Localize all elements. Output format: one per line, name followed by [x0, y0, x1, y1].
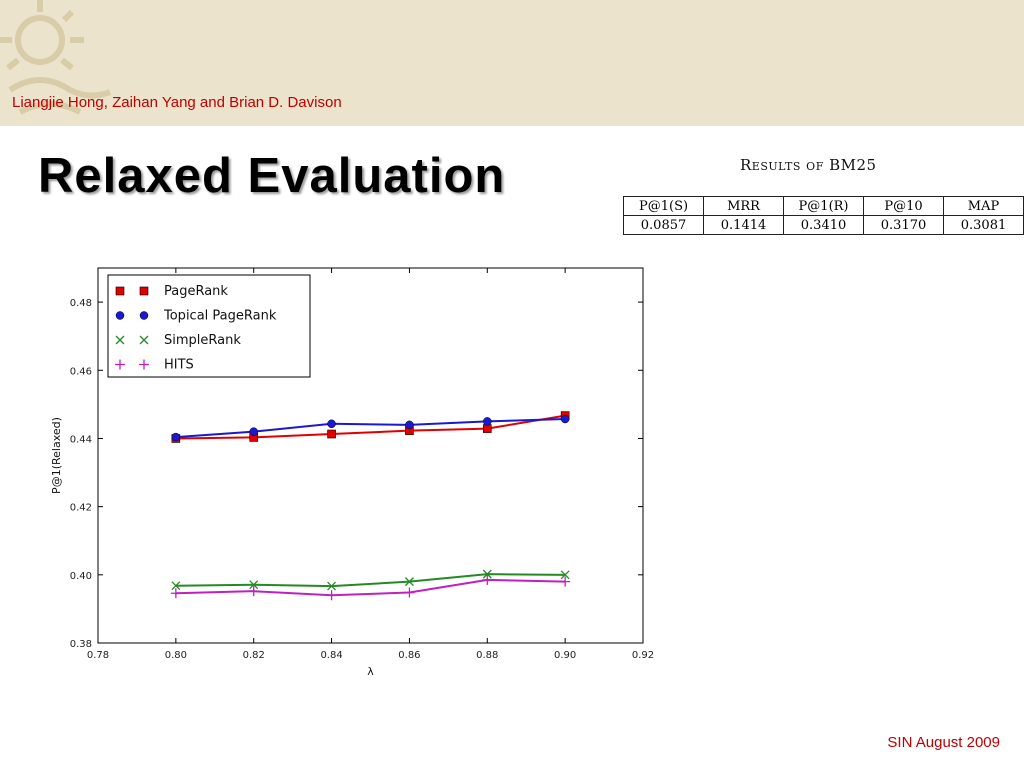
y-axis-label: P@1(Relaxed) — [50, 417, 63, 494]
data-point — [249, 580, 259, 590]
table-cell: 0.0857 — [622, 215, 705, 235]
series-line — [175, 578, 566, 597]
table-header-cell: MAP — [943, 196, 1024, 216]
line-chart: 0.78 0.80 0.82 0.84 0.86 0.88 0.90 0.92 0.38 0.40… — [50, 267, 654, 678]
slide-title: Relaxed Evaluation — [38, 149, 506, 203]
x-tick-label: 0.92 — [632, 650, 654, 661]
data-point — [249, 427, 258, 436]
data-point — [171, 432, 181, 442]
legend-marker — [139, 286, 149, 296]
series-topical-pagerank — [171, 414, 570, 442]
y-tick-label: 0.38 — [70, 639, 92, 650]
series-line — [175, 414, 566, 440]
table-header-row: P@1(S) MRR P@1(R) P@10 MAP — [622, 196, 1024, 216]
data-point — [327, 581, 337, 591]
data-point — [327, 429, 336, 439]
series-simplerank — [171, 569, 570, 591]
legend-item: SimpleRank — [115, 333, 241, 348]
legend-item: Topical PageRank — [115, 309, 277, 324]
x-tick-label: 0.78 — [87, 650, 109, 661]
legend-item: PageRank — [115, 284, 228, 299]
y-tick-label: 0.42 — [70, 503, 92, 514]
series-line — [175, 573, 566, 588]
legend: PageRank Topical PageRank SimpleRank HITS — [107, 274, 311, 378]
legend-marker — [115, 311, 125, 320]
data-point — [327, 419, 336, 429]
x-tick-label: 0.84 — [320, 650, 342, 661]
table-header-cell: MRR — [703, 196, 784, 216]
series-line — [175, 418, 566, 439]
data-point — [170, 588, 181, 599]
legend-marker — [139, 311, 149, 320]
x-tick-label: 0.88 — [476, 650, 498, 661]
table-cell: 0.3170 — [863, 215, 944, 235]
data-point — [404, 577, 414, 587]
legend-marker — [115, 359, 125, 370]
header-band — [0, 0, 1024, 126]
data-point — [560, 414, 570, 424]
legend-label: SimpleRank — [164, 333, 241, 348]
legend-label: PageRank — [164, 284, 228, 299]
data-point — [405, 420, 414, 430]
table-caption: Results of BM25 — [740, 156, 877, 174]
x-axis-label: λ — [367, 665, 374, 678]
table-cell: 0.3410 — [782, 215, 865, 235]
legend-marker — [139, 359, 149, 370]
table-cell: 0.3081 — [943, 215, 1024, 235]
data-point — [483, 417, 492, 426]
data-point — [404, 587, 415, 598]
table-header-cell: P@1(S) — [622, 196, 705, 216]
legend-label: HITS — [164, 358, 194, 373]
x-tick-label: 0.90 — [554, 650, 576, 661]
y-tick-label: 0.40 — [70, 571, 92, 582]
y-tick-label: 0.46 — [70, 366, 92, 377]
data-point — [171, 581, 181, 591]
legend-marker — [139, 335, 149, 345]
table-row: 0.0857 0.1414 0.3410 0.3170 0.3081 — [622, 215, 1024, 235]
x-tick-label: 0.82 — [243, 650, 265, 661]
table-header-cell: P@10 — [863, 196, 944, 216]
legend-marker — [115, 335, 125, 345]
data-point — [482, 569, 492, 579]
y-tick-label: 0.44 — [70, 434, 92, 445]
data-point — [560, 570, 570, 580]
legend-item: HITS — [115, 358, 194, 373]
data-point — [560, 576, 571, 587]
table-header-cell: P@1(R) — [782, 196, 865, 216]
data-point — [482, 424, 492, 433]
legend-label: Topical PageRank — [163, 309, 277, 324]
legend-marker — [115, 286, 125, 296]
footer-text: SIN August 2009 — [887, 734, 1000, 751]
data-point — [326, 590, 337, 601]
axis-ticks: 0.78 0.80 0.82 0.84 0.86 0.88 0.90 0.92 0.38 0.40… — [70, 268, 654, 661]
x-tick-label: 0.80 — [165, 650, 187, 661]
sun-logo-icon — [0, 0, 112, 115]
data-point — [482, 574, 493, 585]
series-layer — [170, 411, 571, 601]
authors-line: Liangjie Hong, Zaihan Yang and Brian D. … — [12, 94, 342, 111]
series-hits — [170, 574, 571, 601]
table-cell: 0.1414 — [703, 215, 784, 235]
x-tick-label: 0.86 — [398, 650, 420, 661]
data-point — [248, 586, 259, 597]
y-tick-label: 0.48 — [70, 298, 92, 309]
results-table: P@1(S) MRR P@1(R) P@10 MAP 0.0857 0.1414… — [622, 196, 1024, 235]
